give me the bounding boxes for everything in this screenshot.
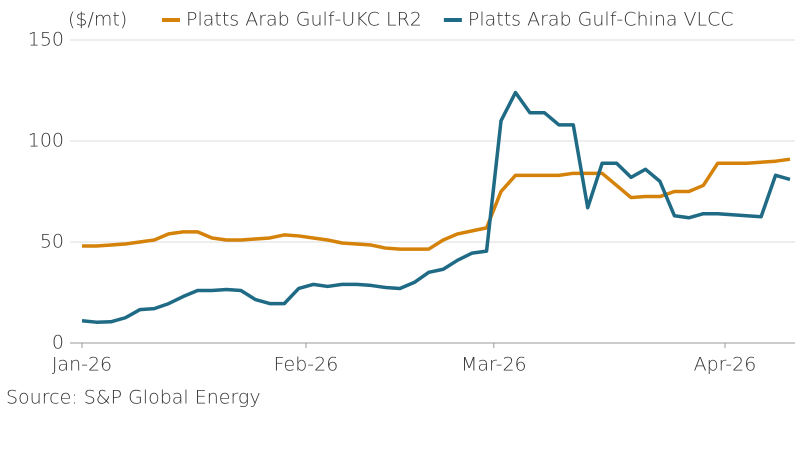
y-tick-label: 50 <box>40 231 64 253</box>
y-tick-label: 0 <box>52 332 64 354</box>
x-tick-label: Feb-26 <box>274 354 339 376</box>
legend-label: Platts Arab Gulf-China VLCC <box>468 9 734 31</box>
source-note: Source: S&P Global Energy <box>6 387 261 409</box>
legend-label: Platts Arab Gulf-UKC LR2 <box>186 9 422 31</box>
data-line <box>82 157 791 251</box>
y-tick-label: 100 <box>28 130 64 152</box>
x-tick-label: Mar-26 <box>461 354 527 376</box>
x-tick-label: Apr-26 <box>694 354 757 376</box>
x-tick-label: Jan-26 <box>52 354 112 376</box>
data-line <box>81 90 791 324</box>
y-axis-label: ($/mt) <box>68 9 127 31</box>
y-tick-label: 150 <box>28 29 64 51</box>
